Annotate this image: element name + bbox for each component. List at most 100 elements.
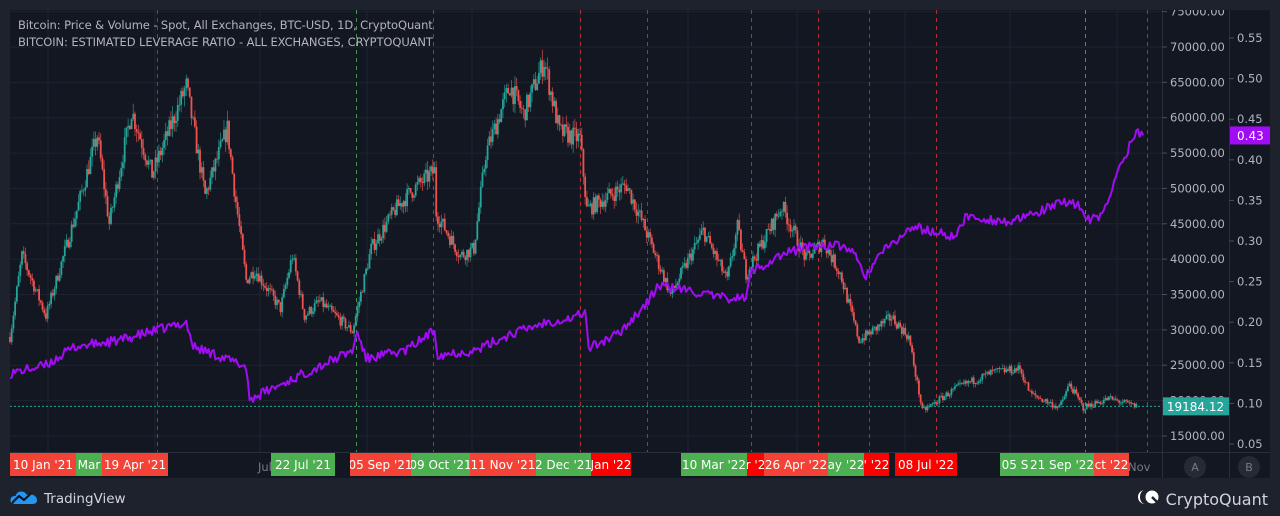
- leverage-tick-label: 0.20: [1237, 315, 1263, 329]
- date-label-text: 05 Sep '21: [348, 458, 412, 472]
- date-label-box: [350, 453, 411, 476]
- price-tick-label: 40000.00: [1170, 252, 1225, 266]
- time-axis-label: Jul: [257, 460, 272, 474]
- date-label-box: [828, 453, 864, 476]
- date-label-box: [102, 453, 168, 476]
- date-label-text: 09 Oct '21: [409, 458, 471, 472]
- date-label[interactable]: 11 Nov '21: [470, 453, 536, 476]
- date-label-text: 22 Jul '21: [275, 458, 331, 472]
- date-label[interactable]: 10 Mar '22: [681, 453, 747, 476]
- date-label-box: [764, 453, 828, 476]
- date-label[interactable]: 19 Apr '21: [102, 453, 168, 476]
- leverage-tick-label: 0.15: [1237, 356, 1263, 370]
- date-label-box: [1000, 453, 1030, 476]
- date-label[interactable]: ' '22: [864, 453, 890, 476]
- date-label[interactable]: Jan '22: [590, 453, 632, 476]
- leverage-tick-label: 0.50: [1237, 72, 1263, 86]
- last-leverage-marker: [1230, 126, 1270, 145]
- date-label-text: ay '22: [828, 458, 865, 472]
- date-label[interactable]: 26 Apr '22: [764, 453, 828, 476]
- date-label-text: Mar: [78, 458, 101, 472]
- leverage-ratio-line[interactable]: [9, 128, 1145, 403]
- last-leverage-marker-label: 0.43: [1237, 129, 1264, 143]
- date-label-text: r '2: [746, 458, 766, 472]
- date-label[interactable]: ay '22: [828, 453, 865, 476]
- date-label-text: ' '22: [864, 458, 890, 472]
- date-label-text: Jan '22: [590, 458, 632, 472]
- price-tick-label: 55000.00: [1170, 146, 1225, 160]
- price-tick-label: 65000.00: [1170, 75, 1225, 89]
- date-label-text: 2 Dec '21: [535, 458, 592, 472]
- date-label[interactable]: 05 Sep '21: [348, 453, 412, 476]
- date-label[interactable]: 21 Sep '22: [1030, 453, 1094, 476]
- leverage-tick-label: 0.30: [1237, 234, 1263, 248]
- date-label-box: [1094, 453, 1129, 476]
- date-label[interactable]: 2 Dec '21: [535, 453, 592, 476]
- scale-button-a[interactable]: A: [1184, 456, 1206, 478]
- leverage-axis[interactable]: 0.05 0.10 0.15 0.20 0.25 0.30 0.35 0.40 0.45 0.50…: [1229, 31, 1263, 451]
- tradingview-wordmark: TradingView: [44, 491, 126, 507]
- date-label-text: 21 Sep '22: [1030, 458, 1094, 472]
- leverage-tick-label: 0.05: [1237, 437, 1263, 451]
- date-label-box: [271, 453, 335, 476]
- tradingview-cloud-icon: [10, 488, 38, 510]
- date-label-text: 05 S: [1002, 458, 1029, 472]
- leverage-tick-label: 0.45: [1237, 112, 1263, 126]
- chart-legend: Bitcoin: Price & Volume - Spot, All Exch…: [18, 17, 433, 51]
- date-label-box: [411, 453, 470, 476]
- chart-background: [10, 10, 1270, 478]
- date-label-box: [591, 453, 631, 476]
- price-tick-label: 25000.00: [1170, 358, 1225, 372]
- leverage-tick-label: 0.40: [1237, 153, 1263, 167]
- date-label-box: [895, 453, 957, 476]
- date-label[interactable]: 08 Jul '22: [895, 453, 957, 476]
- date-label-text: ct '22: [1095, 458, 1129, 472]
- date-label-text: 10 Jan '21: [13, 458, 73, 472]
- legend-price-series[interactable]: Bitcoin: Price & Volume - Spot, All Exch…: [18, 18, 433, 32]
- cryptoquant-wordmark: CryptoQuant: [1165, 489, 1268, 509]
- last-price-marker: [1163, 397, 1229, 416]
- leverage-tick-label: 0.25: [1237, 275, 1263, 289]
- price-tick-label: 30000.00: [1170, 323, 1225, 337]
- date-label-box: [747, 453, 764, 476]
- leverage-tick-label: 0.10: [1237, 396, 1263, 410]
- date-label-text: 11 Nov '21: [471, 458, 536, 472]
- tradingview-logo[interactable]: TradingView: [10, 488, 126, 510]
- date-label-box: [76, 453, 102, 476]
- date-label[interactable]: 05 S: [1000, 453, 1030, 476]
- price-tick-label: 15000.00: [1170, 429, 1225, 443]
- leverage-tick-label: 0.35: [1237, 193, 1263, 207]
- price-tick-label: 50000.00: [1170, 181, 1225, 195]
- date-label-text: 19 Apr '21: [104, 458, 166, 472]
- cryptoquant-logo[interactable]: CryptoQuant: [1137, 487, 1268, 511]
- date-label-text: 10 Mar '22: [682, 458, 746, 472]
- date-label-box: [470, 453, 536, 476]
- price-tick-label: 60000.00: [1170, 111, 1225, 125]
- grid-lines: [10, 10, 1162, 452]
- date-labels: 10 Jan '21 Mar 19 Apr '21 22 Jul '21 05 Sep …: [10, 453, 1129, 476]
- date-label[interactable]: ct '22: [1094, 453, 1129, 476]
- date-label[interactable]: 10 Jan '21: [10, 453, 76, 476]
- date-label-text: 26 Apr '22: [765, 458, 827, 472]
- time-axis-label: Nov: [1128, 460, 1151, 474]
- date-label-text: 08 Jul '22: [898, 458, 954, 472]
- date-label[interactable]: 22 Jul '21: [271, 453, 335, 476]
- date-label-box: [681, 453, 747, 476]
- event-lines: [157, 10, 1148, 452]
- price-tick-label: 70000.00: [1170, 40, 1225, 54]
- date-label[interactable]: 09 Oct '21: [409, 453, 471, 476]
- right-frame: [1270, 10, 1280, 478]
- date-label[interactable]: Mar: [76, 453, 102, 476]
- scale-button-b[interactable]: B: [1238, 456, 1260, 478]
- price-tick-label: 45000.00: [1170, 217, 1225, 231]
- date-label-box: [864, 453, 889, 476]
- top-frame: [0, 0, 1280, 10]
- legend-leverage-series[interactable]: BITCOIN: ESTIMATED LEVERAGE RATIO - ALL …: [18, 35, 433, 49]
- leverage-tick-label: 0.55: [1237, 31, 1263, 45]
- date-label-box: [536, 453, 591, 476]
- price-candles: [9, 49, 1138, 414]
- cryptoquant-icon: [1137, 489, 1160, 509]
- price-tick-label: 35000.00: [1170, 288, 1225, 302]
- date-label[interactable]: r '2: [746, 453, 766, 476]
